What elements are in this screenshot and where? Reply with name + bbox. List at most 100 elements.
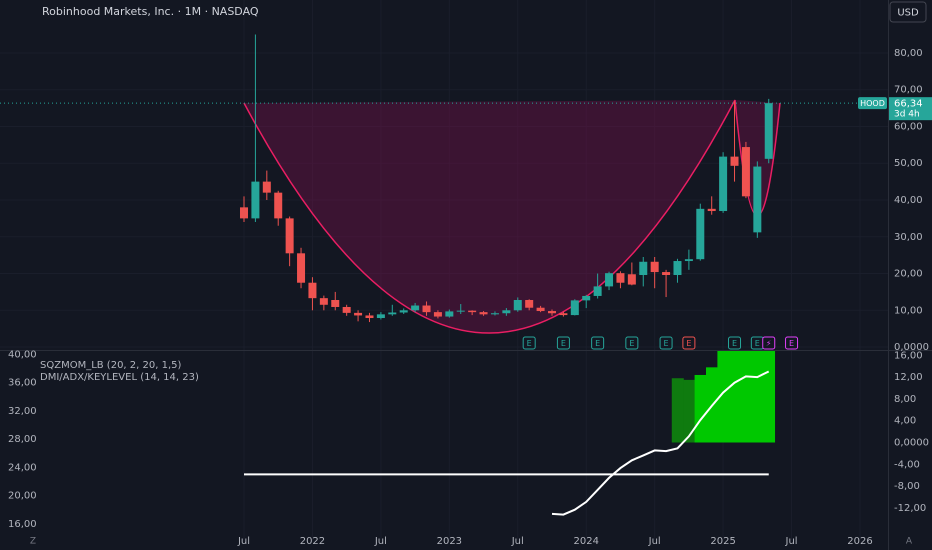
candle-body xyxy=(297,253,306,283)
currency-button[interactable] xyxy=(889,1,927,23)
y-tick-label: 10,00 xyxy=(894,305,923,316)
event-label: E xyxy=(789,339,794,348)
y-tick-label: 12,00 xyxy=(894,372,923,383)
currency-label[interactable]: USD xyxy=(897,8,919,19)
y2-tick-label: 36,00 xyxy=(8,378,37,389)
candle-body xyxy=(365,315,374,319)
cup-curve xyxy=(243,99,736,334)
event-label: E xyxy=(755,339,760,348)
candle-body xyxy=(411,305,420,311)
legend-label: SQZMOM_LB (20, 2, 20, 1,5) xyxy=(40,360,181,371)
candle-body xyxy=(490,313,499,315)
candle-body xyxy=(616,273,625,283)
event-marker xyxy=(682,336,696,350)
y-tick-label: 8,00 xyxy=(894,394,916,405)
candle-body xyxy=(285,218,294,254)
candle-body xyxy=(319,298,328,305)
candle-body xyxy=(536,307,545,312)
candle-body xyxy=(251,181,260,219)
symbol-box xyxy=(858,97,887,110)
y-tick-label: -12,00 xyxy=(894,503,926,514)
momentum-bar xyxy=(740,351,753,443)
x-tick-label: 2025 xyxy=(710,536,735,547)
last-price-label: 66,34 xyxy=(894,99,923,110)
candle-body xyxy=(719,156,728,212)
adx-line xyxy=(551,370,770,516)
y-tick-label: 80,00 xyxy=(894,48,923,59)
x-tick-label: 2024 xyxy=(573,536,598,547)
candle-body xyxy=(559,313,568,316)
candle-body xyxy=(753,166,762,233)
candle-body xyxy=(605,273,614,287)
candle-body xyxy=(593,286,602,296)
y2-tick-label: 28,00 xyxy=(8,434,37,445)
candle-body xyxy=(650,261,659,273)
y-tick-label: 0,0000 xyxy=(894,342,929,353)
y2-tick-label: 32,00 xyxy=(8,406,37,417)
candle-body xyxy=(240,207,248,219)
candle-body xyxy=(308,282,317,299)
candles xyxy=(240,34,773,323)
candle-body xyxy=(422,305,431,313)
x-tick-label: Jul xyxy=(785,536,798,547)
momentum-bar xyxy=(694,374,707,443)
momentum-bar xyxy=(671,378,684,443)
chart-title: Robinhood Markets, Inc. · 1M · NASDAQ xyxy=(42,5,259,18)
y-tick-label: 40,00 xyxy=(894,195,923,206)
x-tick-label: 2023 xyxy=(437,536,462,547)
candle-body xyxy=(445,311,454,317)
candle-body xyxy=(627,274,636,285)
candle-body xyxy=(707,208,716,212)
marks: E E E E E E E E ⚡ E xyxy=(0,34,888,516)
x-tick-label: Jul xyxy=(237,536,250,547)
candle-body xyxy=(376,314,385,319)
candle-body xyxy=(582,295,591,301)
y-tick-label: 30,00 xyxy=(894,232,923,243)
event-label: E xyxy=(686,339,691,348)
candle-body xyxy=(354,312,363,316)
momentum-bar xyxy=(763,351,776,443)
candle-body xyxy=(456,310,465,312)
candle-body xyxy=(548,311,556,314)
event-label: E xyxy=(561,339,566,348)
price-box xyxy=(889,97,932,121)
candle-body xyxy=(741,147,750,197)
candle-body xyxy=(684,259,693,262)
candle-body xyxy=(342,306,351,313)
legend-label: DMI/ADX/KEYLEVEL (14, 14, 23) xyxy=(40,372,199,383)
x-tick-label: Jul xyxy=(374,536,387,547)
footer-icon[interactable]: Z xyxy=(30,537,36,547)
symbol-label: HOOD xyxy=(860,99,885,108)
x-tick-label: Jul xyxy=(648,536,661,547)
candle-body xyxy=(468,310,477,313)
candle-body xyxy=(433,312,442,317)
candle-body xyxy=(388,312,397,315)
y-tick-label: 4,00 xyxy=(894,416,916,427)
y-tick-label: 60,00 xyxy=(894,121,923,132)
event-label: E xyxy=(629,339,634,348)
momentum-bar xyxy=(683,379,696,443)
candle-body xyxy=(513,300,522,311)
event-marker xyxy=(556,336,570,350)
candle-body xyxy=(502,310,511,314)
event-marker xyxy=(785,336,799,350)
momentum-bar xyxy=(751,351,764,443)
candle-body xyxy=(639,261,648,275)
momentum-bar xyxy=(717,351,730,443)
candle-body xyxy=(730,156,739,166)
candle-body xyxy=(696,208,705,260)
candle-body xyxy=(662,272,671,275)
event-label: E xyxy=(732,339,737,348)
y-tick-label: -4,00 xyxy=(894,459,920,470)
x-tick-label: 2022 xyxy=(300,536,325,547)
candle-body xyxy=(262,181,271,193)
y-tick-label: -8,00 xyxy=(894,481,920,492)
event-marker xyxy=(728,336,742,350)
candle-body xyxy=(570,300,579,316)
footer-icon[interactable]: A xyxy=(906,537,913,547)
y2-tick-label: 40,00 xyxy=(8,350,37,361)
y2-tick-label: 20,00 xyxy=(8,491,37,502)
y-tick-label: 16,00 xyxy=(894,350,923,361)
